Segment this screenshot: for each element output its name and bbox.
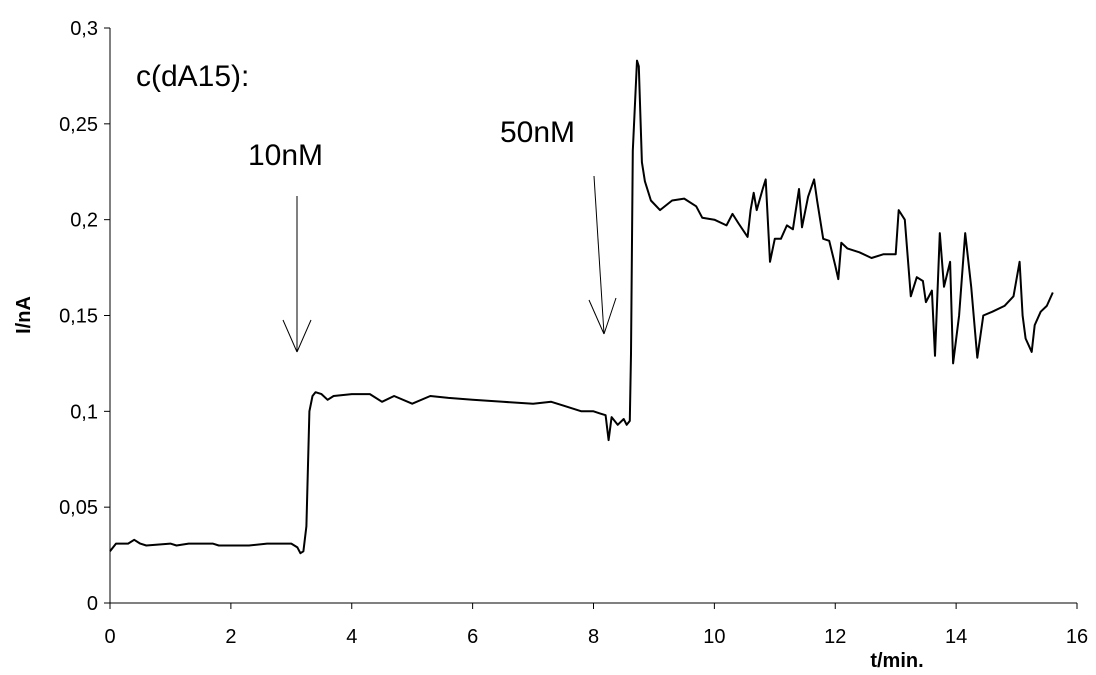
y-axis-label: I/nA <box>13 296 35 334</box>
y-tick-label: 0,05 <box>59 497 98 519</box>
y-tick-label: 0,3 <box>70 18 98 40</box>
x-tick-label: 14 <box>945 626 967 648</box>
annotation: 50nM <box>500 116 575 149</box>
x-tick-label: 12 <box>824 626 846 648</box>
x-axis-label: t/min. <box>870 650 923 672</box>
x-tick-label: 6 <box>467 626 478 648</box>
arrows <box>282 175 617 353</box>
x-tick-label: 16 <box>1066 626 1088 648</box>
x-tick-label: 8 <box>588 626 599 648</box>
y-tick-label: 0,1 <box>70 401 98 423</box>
y-tick-label: 0,25 <box>59 114 98 136</box>
annotation: c(dA15): <box>136 60 249 93</box>
x-tick-label: 2 <box>225 626 236 648</box>
annotation: 10nM <box>248 139 323 172</box>
y-tick-label: 0 <box>87 593 98 615</box>
x-tick-label: 4 <box>346 626 357 648</box>
y-tick-label: 0,15 <box>59 306 98 328</box>
y-tick-label: 0,2 <box>70 210 98 232</box>
x-tick-label: 10 <box>703 626 725 648</box>
x-tick-label: 0 <box>104 626 115 648</box>
data-line <box>109 59 1054 555</box>
